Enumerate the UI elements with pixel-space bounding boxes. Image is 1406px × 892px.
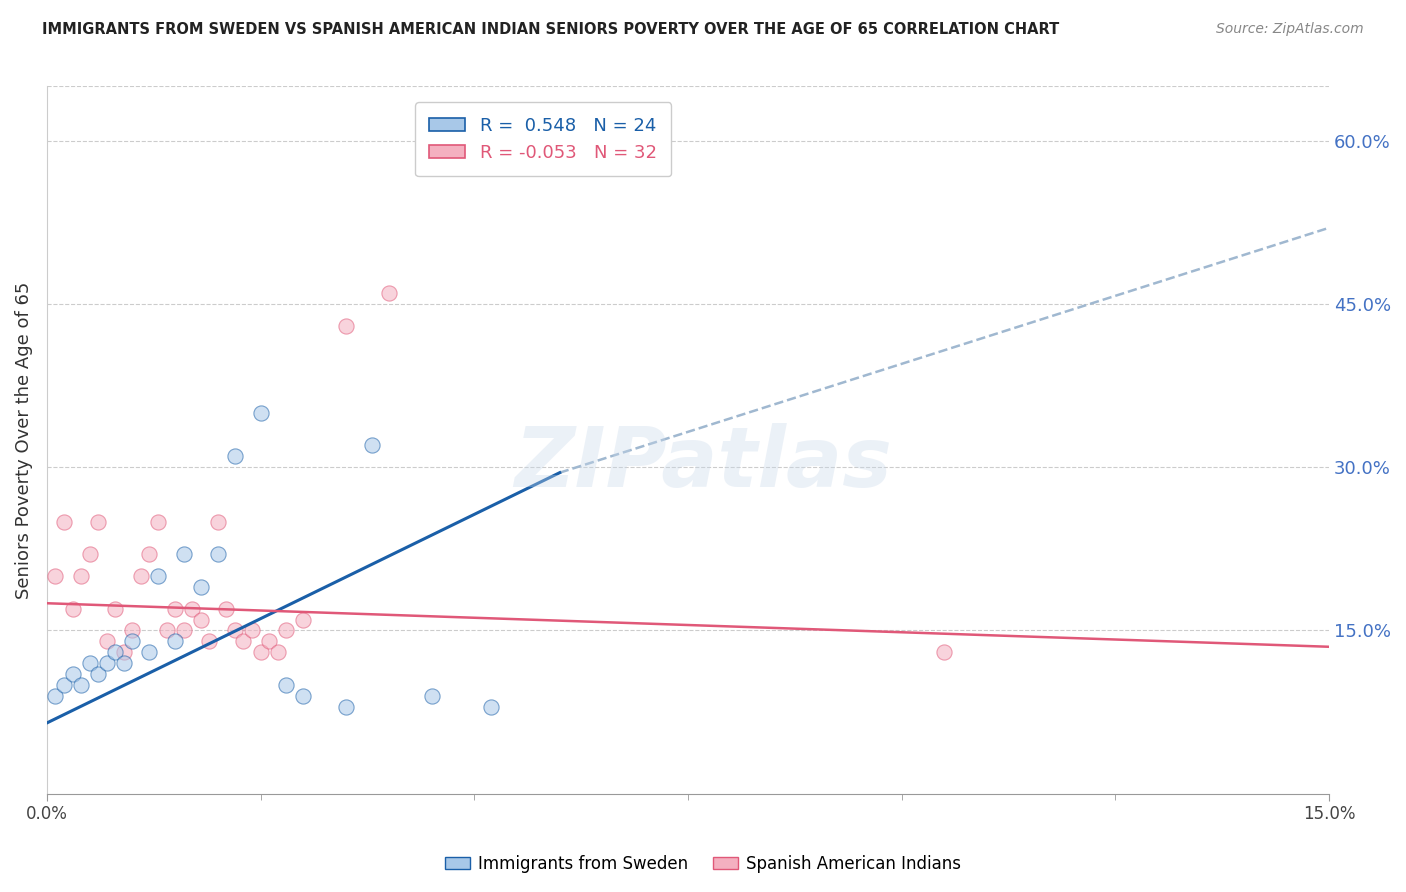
Point <box>198 634 221 648</box>
Point <box>173 624 195 638</box>
Point <box>146 569 169 583</box>
Point <box>96 634 118 648</box>
Point <box>420 689 443 703</box>
Point <box>165 601 187 615</box>
Point <box>70 678 93 692</box>
Legend: R =  0.548   N = 24, R = -0.053   N = 32: R = 0.548 N = 24, R = -0.053 N = 32 <box>415 103 671 177</box>
Point <box>240 624 263 638</box>
Point <box>292 613 315 627</box>
Point <box>215 601 238 615</box>
Point <box>129 569 152 583</box>
Point <box>266 645 288 659</box>
Point <box>165 634 187 648</box>
Point <box>62 601 84 615</box>
Point <box>44 689 66 703</box>
Point <box>104 601 127 615</box>
Point <box>87 667 110 681</box>
Point <box>190 613 212 627</box>
Point <box>173 547 195 561</box>
Point <box>335 699 357 714</box>
Point <box>112 645 135 659</box>
Point <box>249 645 271 659</box>
Point <box>104 645 127 659</box>
Point <box>224 450 246 464</box>
Point <box>87 515 110 529</box>
Point <box>934 645 956 659</box>
Point <box>224 624 246 638</box>
Point <box>121 624 143 638</box>
Point <box>62 667 84 681</box>
Point <box>138 645 160 659</box>
Point <box>138 547 160 561</box>
Point <box>257 634 280 648</box>
Point <box>360 438 382 452</box>
Point <box>53 678 76 692</box>
Point <box>335 318 357 333</box>
Point <box>249 406 271 420</box>
Point <box>146 515 169 529</box>
Point <box>53 515 76 529</box>
Point <box>276 678 298 692</box>
Point <box>207 547 229 561</box>
Point <box>232 634 254 648</box>
Point <box>70 569 93 583</box>
Point <box>96 656 118 670</box>
Point <box>44 569 66 583</box>
Point <box>276 624 298 638</box>
Point <box>79 656 101 670</box>
Point <box>292 689 315 703</box>
Legend: Immigrants from Sweden, Spanish American Indians: Immigrants from Sweden, Spanish American… <box>437 848 969 880</box>
Text: ZIPatlas: ZIPatlas <box>515 424 891 504</box>
Point <box>378 286 401 301</box>
Point <box>479 699 502 714</box>
Y-axis label: Seniors Poverty Over the Age of 65: Seniors Poverty Over the Age of 65 <box>15 281 32 599</box>
Point <box>121 634 143 648</box>
Point <box>181 601 204 615</box>
Text: IMMIGRANTS FROM SWEDEN VS SPANISH AMERICAN INDIAN SENIORS POVERTY OVER THE AGE O: IMMIGRANTS FROM SWEDEN VS SPANISH AMERIC… <box>42 22 1060 37</box>
Point <box>112 656 135 670</box>
Point <box>79 547 101 561</box>
Point <box>190 580 212 594</box>
Text: Source: ZipAtlas.com: Source: ZipAtlas.com <box>1216 22 1364 37</box>
Point <box>207 515 229 529</box>
Point <box>155 624 177 638</box>
